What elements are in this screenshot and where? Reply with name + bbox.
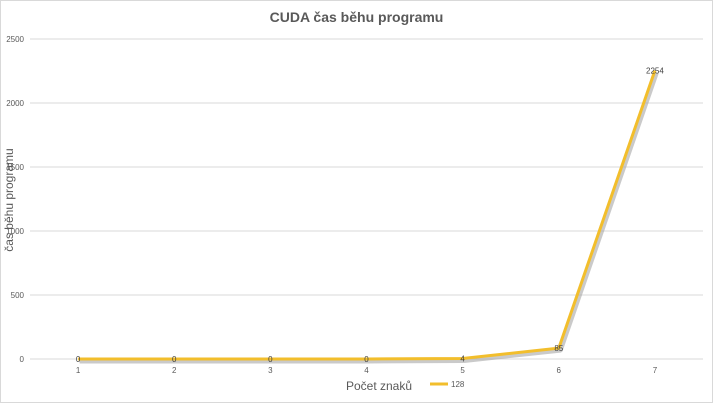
data-label: 0 [364,355,369,364]
legend-label: 128 [451,380,465,389]
x-tick-label: 3 [268,366,273,375]
x-tick-label: 7 [653,366,658,375]
y-axis-title: čas běhu programu [2,148,16,251]
x-tick-labels: 1 2 3 4 5 6 7 [76,366,658,375]
x-tick-label: 5 [460,366,465,375]
data-label: 4 [460,354,465,363]
x-tick-label: 4 [364,366,369,375]
y-tick-label: 1500 [6,163,24,172]
x-tick-label: 2 [172,366,177,375]
y-tick-label: 500 [11,291,25,300]
data-label: 2254 [646,66,664,75]
chart-title: CUDA čas běhu programu [269,9,444,25]
x-tick-label: 1 [76,366,81,375]
data-label: 0 [268,355,273,364]
x-tick-label: 6 [557,366,562,375]
data-label: 0 [76,355,81,364]
series-line-shadow [79,71,659,364]
data-label: 0 [172,355,177,364]
y-tick-label: 2500 [6,35,24,44]
y-tick-label: 2000 [6,99,24,108]
y-tick-label: 0 [20,355,25,364]
y-tick-label: 1000 [6,227,24,236]
gridlines [30,38,703,360]
y-tick-labels: 0 500 1000 1500 2000 2500 [6,35,24,364]
series-lines [78,69,659,364]
x-axis-title: Počet znaků [346,379,412,393]
series-line [78,69,657,361]
data-label: 85 [554,344,563,353]
data-labels: 0 0 0 0 4 85 2254 [76,66,665,364]
legend: 128 [430,380,465,389]
